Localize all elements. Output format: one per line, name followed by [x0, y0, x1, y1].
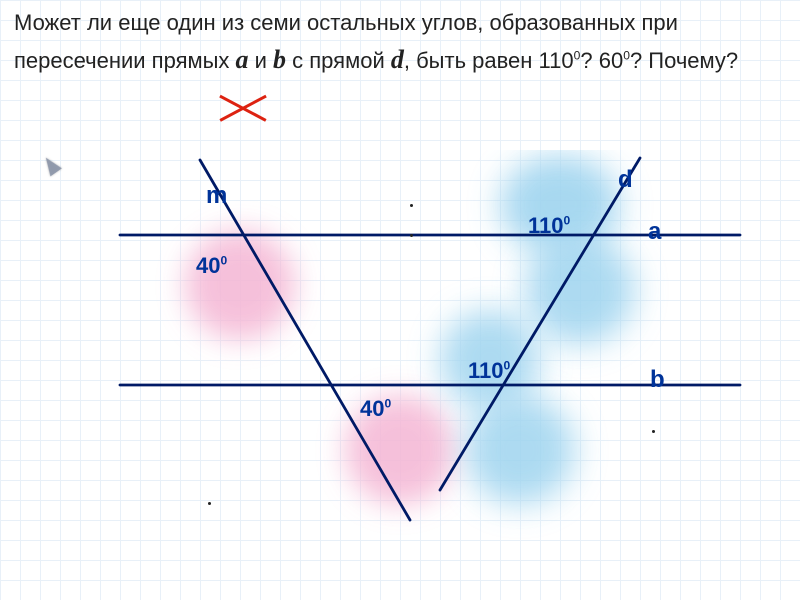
stray-dot	[410, 204, 413, 207]
question-text: Может ли еще один из семи остальных угло…	[14, 6, 786, 80]
q-part4: ? Почему?	[630, 48, 738, 73]
q-deg2: 0	[623, 49, 630, 63]
q-part3: ? 60	[580, 48, 623, 73]
stray-dot	[410, 234, 413, 237]
label-m: m	[206, 182, 227, 210]
var-a: а	[236, 45, 249, 74]
diagram-svg	[0, 150, 800, 600]
q-part2: , быть равен 110	[404, 48, 574, 73]
label-a40_2: 400	[360, 396, 391, 422]
stray-dot	[652, 430, 655, 433]
label-a110_1: 1100	[528, 213, 570, 239]
label-d: d	[618, 166, 633, 194]
label-a: a	[648, 218, 661, 246]
label-b: b	[650, 366, 665, 394]
line-m	[200, 160, 410, 520]
var-b: b	[273, 45, 286, 74]
angle-shade-pink	[185, 230, 295, 340]
angle-shade-blue	[525, 235, 635, 345]
q-mid1: и	[249, 48, 274, 73]
q-mid2: с прямой	[286, 48, 391, 73]
stray-dot	[208, 502, 211, 505]
label-a110_2: 1100	[468, 358, 510, 384]
angle-shade-blue	[465, 395, 575, 505]
var-d: d	[391, 45, 404, 74]
label-a40_1: 400	[196, 253, 227, 279]
